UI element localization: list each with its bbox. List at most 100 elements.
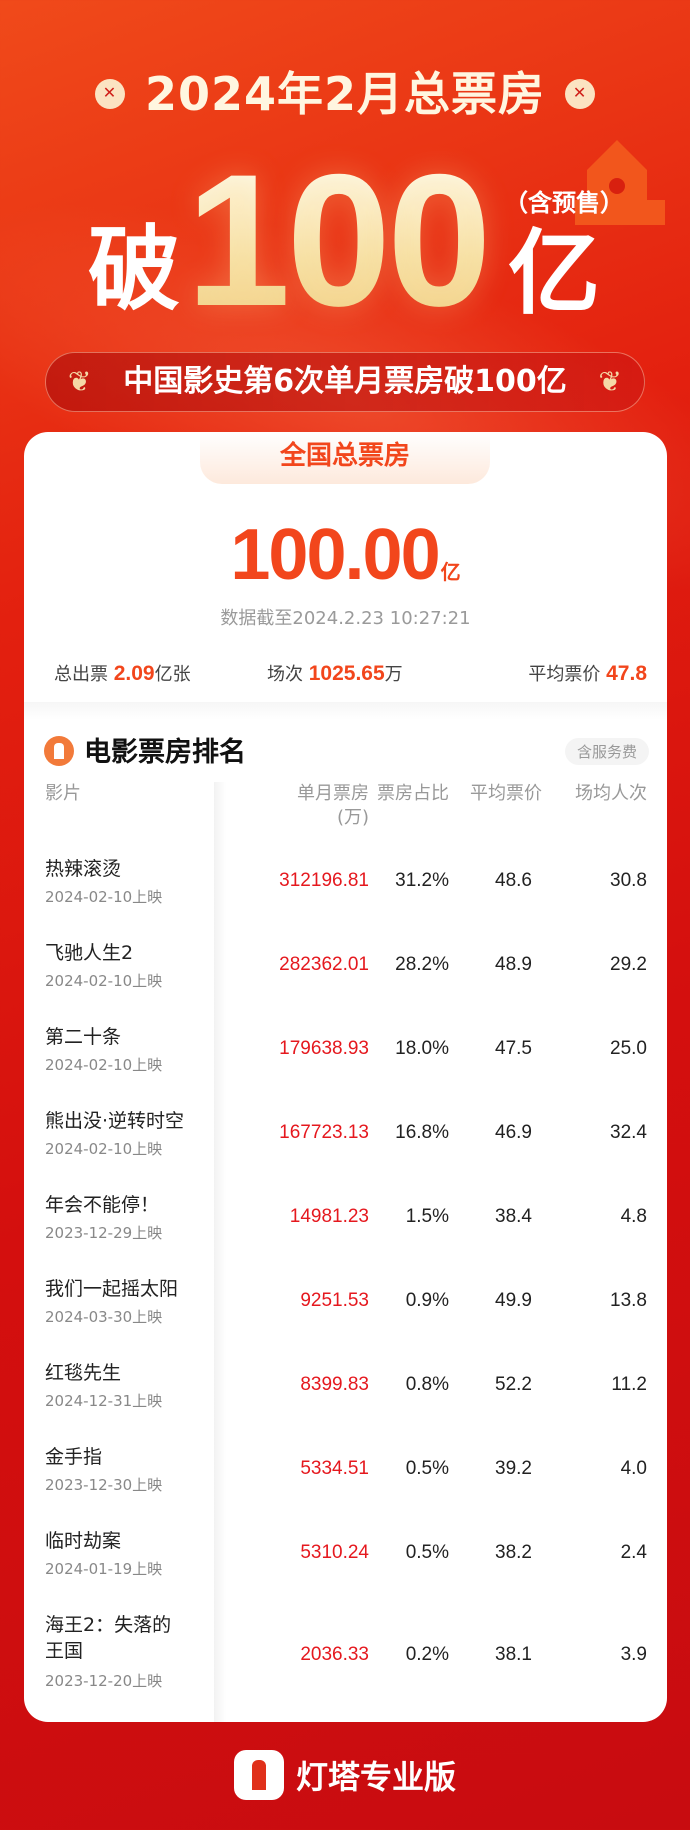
col-box-office: 单月票房 (万): [297, 783, 369, 828]
avg-price: 48.6: [495, 870, 532, 891]
avg-price: 38.2: [495, 1542, 532, 1563]
release-date: 2023-12-30上映: [45, 1476, 163, 1494]
title-text: 2024年2月总票房: [144, 67, 546, 121]
headline-prefix: 破: [88, 216, 181, 323]
film-name: 我们一起摇太阳: [45, 1278, 179, 1300]
avg-attendance: 30.8: [610, 870, 647, 891]
avg-attendance: 11.2: [611, 1374, 647, 1395]
share: 0.5%: [405, 1542, 449, 1563]
divider: [24, 702, 667, 720]
release-date: 2024-03-30上映: [45, 1308, 163, 1326]
avg-price: 38.4: [495, 1206, 532, 1227]
total-box-office: 100.00 亿: [24, 514, 667, 596]
film-name: 临时劫案: [45, 1530, 122, 1552]
avg-attendance: 3.9: [620, 1644, 647, 1665]
film-name: 热辣滚烫: [45, 858, 122, 880]
data-timestamp: 数据截至2024.2.23 10:27:21: [220, 608, 471, 629]
lighthouse-icon: [575, 140, 665, 230]
table-row[interactable]: 第二十条 2024-02-10上映 179638.93 18.0% 47.5 2…: [24, 1016, 667, 1100]
avg-price: 39.2: [495, 1458, 532, 1479]
ornament-icon: [94, 78, 125, 109]
avg-price: 47.5: [495, 1038, 532, 1059]
box-office: 14981.23: [289, 1206, 369, 1227]
film-name: 第二十条: [45, 1026, 122, 1048]
table-row[interactable]: 金手指 2023-12-30上映 5334.51 0.5% 39.2 4.0: [24, 1436, 667, 1520]
headline-number: 100: [186, 135, 492, 345]
table-row[interactable]: 海王2：失落的王国 2023-12-20上映 2036.33 0.2% 38.1…: [24, 1604, 667, 1714]
release-date: 2024-02-10上映: [45, 972, 163, 990]
total-value: 100.00: [230, 515, 440, 595]
avg-price: 52.2: [495, 1374, 532, 1395]
share: 0.5%: [405, 1458, 449, 1479]
column-separator: [214, 782, 226, 1722]
stat-screenings: 场次 1025.65万: [267, 662, 403, 685]
presale-note: （含预售）: [504, 189, 624, 217]
share: 16.8%: [395, 1122, 449, 1143]
box-office: 282362.01: [279, 954, 369, 975]
headline-unit: 亿: [508, 220, 601, 327]
box-office: 5334.51: [300, 1458, 369, 1479]
box-office: 167723.13: [279, 1122, 369, 1143]
headline: 破 100 （含预售） 亿: [0, 135, 690, 345]
share: 31.2%: [395, 870, 449, 891]
stat-tickets: 总出票 2.09亿张: [54, 662, 191, 685]
box-office: 9251.53: [300, 1290, 369, 1311]
film-name: 年会不能停！: [45, 1194, 160, 1216]
avg-price: 48.9: [495, 954, 532, 975]
avg-attendance: 4.8: [620, 1206, 647, 1227]
avg-attendance: 4.0: [620, 1458, 647, 1479]
brand-logo-icon: [233, 1750, 284, 1800]
ornament-icon: [565, 78, 596, 109]
share: 0.2%: [405, 1644, 449, 1665]
release-date: 2023-12-29上映: [45, 1224, 163, 1242]
share: 0.9%: [405, 1290, 449, 1311]
table-row[interactable]: 临时劫案 2024-01-19上映 5310.24 0.5% 38.2 2.4: [24, 1520, 667, 1604]
ranking-header: 电影票房排名 含服务费: [44, 730, 649, 770]
film-name: 飞驰人生2: [45, 942, 134, 964]
film-name: 金手指: [45, 1446, 103, 1468]
table-row[interactable]: 飞驰人生2 2024-02-10上映 282362.01 28.2% 48.9 …: [24, 932, 667, 1016]
box-office: 179638.93: [279, 1038, 369, 1059]
box-office: 5310.24: [300, 1542, 369, 1563]
avg-attendance: 2.4: [620, 1542, 647, 1563]
avg-price: 46.9: [495, 1122, 532, 1143]
box-office: 312196.81: [279, 870, 369, 891]
footer-brand: 灯塔专业版: [0, 1750, 690, 1804]
card-tab: 全国总票房: [200, 432, 490, 484]
avg-attendance: 25.0: [610, 1038, 647, 1059]
release-date: 2024-02-10上映: [45, 1056, 163, 1074]
total-unit: 亿: [440, 560, 461, 584]
box-office: 8399.83: [300, 1374, 369, 1395]
avg-attendance: 29.2: [610, 954, 647, 975]
avg-attendance: 32.4: [610, 1122, 647, 1143]
avg-price: 38.1: [495, 1644, 532, 1665]
share: 28.2%: [395, 954, 449, 975]
laurel-icon: ❦: [598, 365, 622, 398]
release-date: 2024-01-19上映: [45, 1560, 163, 1578]
brand-name: 灯塔专业版: [295, 1758, 456, 1796]
film-name: 海王2：失落的王国: [45, 1614, 172, 1662]
col-share: 票房占比: [377, 783, 449, 804]
col-attendance: 场均人次: [575, 783, 647, 804]
table-row[interactable]: 年会不能停！ 2023-12-29上映 14981.23 1.5% 38.4 4…: [24, 1184, 667, 1268]
laurel-icon: ❦: [68, 365, 92, 398]
stats-row: 总出票 2.09亿张 场次 1025.65万 平均票价 47.8: [24, 660, 667, 692]
table-row[interactable]: 热辣滚烫 2024-02-10上映 312196.81 31.2% 48.6 3…: [24, 848, 667, 932]
service-fee-badge: 含服务费: [564, 738, 649, 765]
release-date: 2024-02-10上映: [45, 888, 163, 906]
share: 0.8%: [405, 1374, 449, 1395]
share: 1.5%: [405, 1206, 449, 1227]
col-avg-price: 平均票价: [470, 783, 542, 804]
stat-avg-price: 平均票价 47.8: [528, 662, 647, 685]
col-film: 影片: [45, 783, 81, 804]
avg-attendance: 13.8: [610, 1290, 647, 1311]
subtitle-text: 中国影史第6次单月票房破100亿: [123, 364, 567, 399]
table-row[interactable]: 熊出没·逆转时空 2024-02-10上映 167723.13 16.8% 46…: [24, 1100, 667, 1184]
table-row[interactable]: 我们一起摇太阳 2024-03-30上映 9251.53 0.9% 49.9 1…: [24, 1268, 667, 1352]
avg-price: 49.9: [495, 1290, 532, 1311]
page-title: 2024年2月总票房: [0, 58, 690, 124]
table-row[interactable]: 红毯先生 2024-12-31上映 8399.83 0.8% 52.2 11.2: [24, 1352, 667, 1436]
release-date: 2024-02-10上映: [45, 1140, 163, 1158]
lighthouse-logo-icon: [44, 736, 74, 766]
summary-card: 全国总票房 100.00 亿 数据截至2024.2.23 10:27:21 总出票…: [24, 432, 667, 1722]
